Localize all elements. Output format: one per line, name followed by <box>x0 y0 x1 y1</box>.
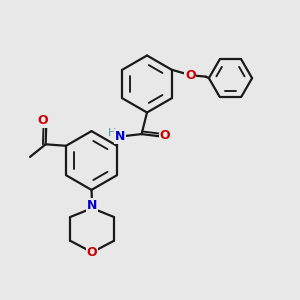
Text: N: N <box>87 199 97 212</box>
Text: O: O <box>160 129 170 142</box>
Text: O: O <box>87 246 98 259</box>
Text: O: O <box>37 114 48 127</box>
Text: O: O <box>185 69 196 82</box>
Text: N: N <box>115 130 125 143</box>
Text: H: H <box>108 128 117 139</box>
